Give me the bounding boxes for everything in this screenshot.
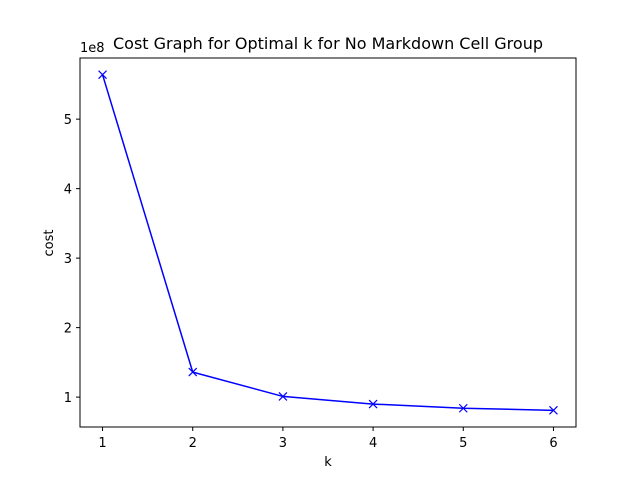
data-point-marker	[98, 70, 107, 80]
chart-title: Cost Graph for Optimal k for No Markdown…	[113, 34, 543, 53]
y-tick-label: 4	[64, 183, 72, 198]
y-axis: 1 2 3 4 5	[64, 113, 80, 406]
x-tick-label: 6	[549, 436, 557, 451]
data-point-marker	[549, 405, 558, 415]
x-tick-label: 1	[98, 436, 106, 451]
y-tick-label: 2	[64, 322, 72, 337]
data-point-marker	[278, 391, 288, 401]
data-point-marker	[368, 399, 378, 409]
series-line	[101, 74, 554, 412]
data-point-marker	[458, 403, 468, 413]
x-tick-label: 3	[279, 436, 287, 451]
y-tick-label: 3	[64, 252, 72, 267]
series-layer	[98, 70, 558, 415]
y-tick-label: 5	[64, 113, 72, 128]
plot-area	[79, 57, 577, 428]
y-offset-label: 1e8	[80, 41, 105, 56]
y-axis-label: cost	[42, 230, 57, 257]
data-point-marker	[188, 367, 198, 377]
x-tick-label: 4	[369, 436, 377, 451]
x-axis: 1 2 3 4 5 6	[98, 427, 558, 451]
x-tick-label: 2	[189, 436, 197, 451]
x-axis-label: k	[324, 455, 332, 470]
x-tick-label: 5	[459, 436, 467, 451]
y-tick-label: 1	[64, 391, 72, 406]
